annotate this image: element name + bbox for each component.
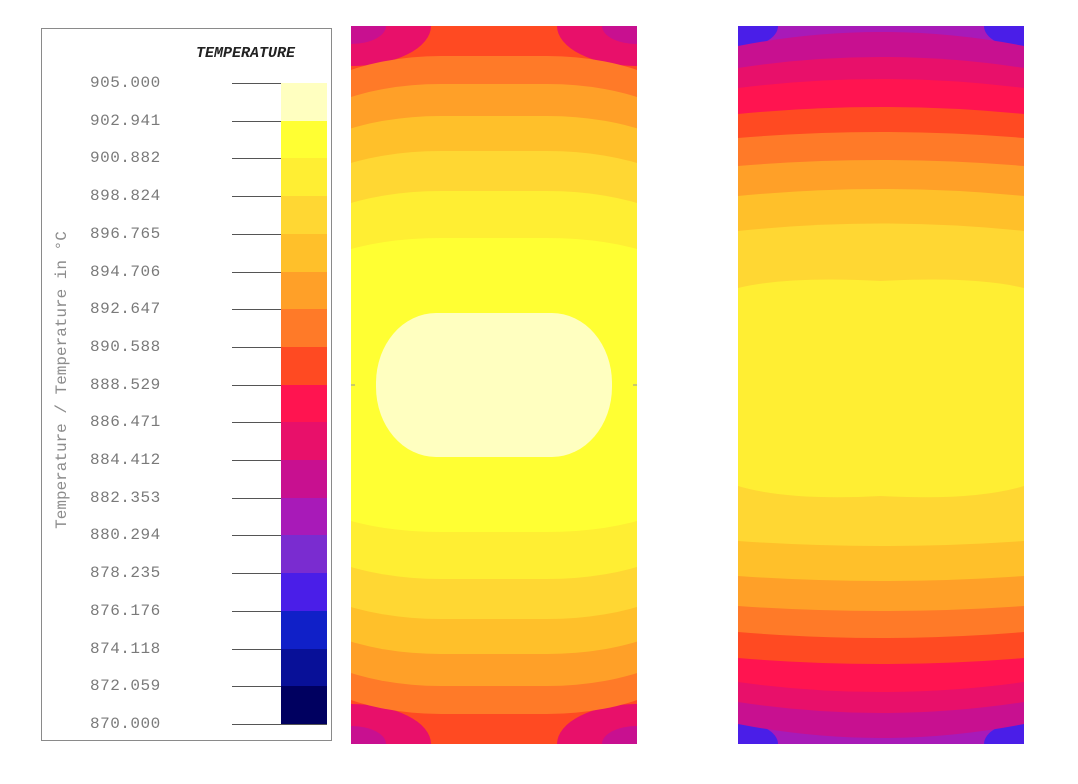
legend-color-swatch — [281, 120, 327, 159]
legend-color-swatch — [281, 346, 327, 386]
legend-color-swatch — [281, 271, 327, 310]
legend-tick-label: 902.941 — [90, 111, 161, 130]
legend-tick-line — [232, 422, 327, 424]
legend-tick-line — [232, 535, 327, 537]
legend-tick-line — [232, 686, 327, 688]
legend-tick-label: 890.588 — [90, 337, 161, 356]
legend-tick-line — [232, 648, 327, 650]
legend-tick-line — [232, 158, 327, 160]
contour-plot-left — [351, 26, 637, 744]
legend-tick-label: 896.765 — [90, 224, 161, 243]
legend-tick-label: 888.529 — [90, 375, 161, 394]
legend-tick-line — [232, 460, 327, 461]
legend-color-swatch — [281, 233, 327, 272]
legend-color-swatch — [281, 686, 327, 725]
legend-color-swatch — [281, 648, 327, 687]
legend-tick-label: 894.706 — [90, 262, 161, 281]
legend-title: TEMPERATURE — [195, 45, 295, 62]
legend-tick-label: 892.647 — [90, 300, 161, 319]
legend-tick-label: 884.412 — [90, 451, 161, 469]
legend-tick-label: 876.176 — [90, 601, 161, 620]
legend-tick-label: 870.000 — [90, 714, 161, 733]
legend-color-swatch — [281, 384, 327, 423]
legend-color-swatch — [281, 497, 327, 536]
legend-color-swatch — [281, 460, 327, 499]
legend-color-swatch — [281, 535, 327, 574]
legend-tick-line — [232, 83, 327, 84]
legend-tick-line — [232, 610, 327, 612]
legend-tick-label: 874.118 — [90, 639, 161, 658]
legend-tick-line — [232, 497, 327, 499]
legend-axis-label-text: Temperature / Temperature in °C — [53, 231, 71, 529]
legend-tick-line — [232, 384, 327, 386]
legend-tick-line — [232, 233, 327, 235]
legend-tick-label: 880.294 — [90, 526, 161, 545]
legend-tick-line — [232, 573, 327, 575]
legend-color-swatch — [281, 422, 327, 461]
legend-color-swatch — [281, 158, 327, 197]
legend-color-swatch — [281, 196, 327, 235]
contour-plot-right — [738, 26, 1024, 744]
legend-color-swatch — [281, 83, 327, 122]
legend-color-swatch — [281, 309, 327, 348]
legend-tick-line — [232, 309, 327, 311]
legend-tick-line — [232, 723, 327, 725]
legend-tick-label: 882.353 — [90, 488, 161, 507]
legend-tick-line — [232, 120, 327, 122]
legend-tick-label: 886.471 — [90, 413, 161, 432]
legend-tick-label: 900.882 — [90, 149, 161, 168]
legend-tick-line — [232, 271, 327, 273]
legend-tick-label: 905.000 — [90, 74, 161, 92]
legend-tick-line — [232, 346, 327, 348]
legend-panel: TEMPERATURE Temperature / Temperature in… — [41, 28, 332, 741]
legend-tick-label: 872.059 — [90, 677, 161, 696]
legend-color-swatch — [281, 610, 327, 649]
legend-tick-line — [232, 196, 327, 198]
legend-tick-label: 898.824 — [90, 187, 161, 206]
legend-color-swatch — [281, 573, 327, 612]
legend-tick-label: 878.235 — [90, 564, 161, 583]
